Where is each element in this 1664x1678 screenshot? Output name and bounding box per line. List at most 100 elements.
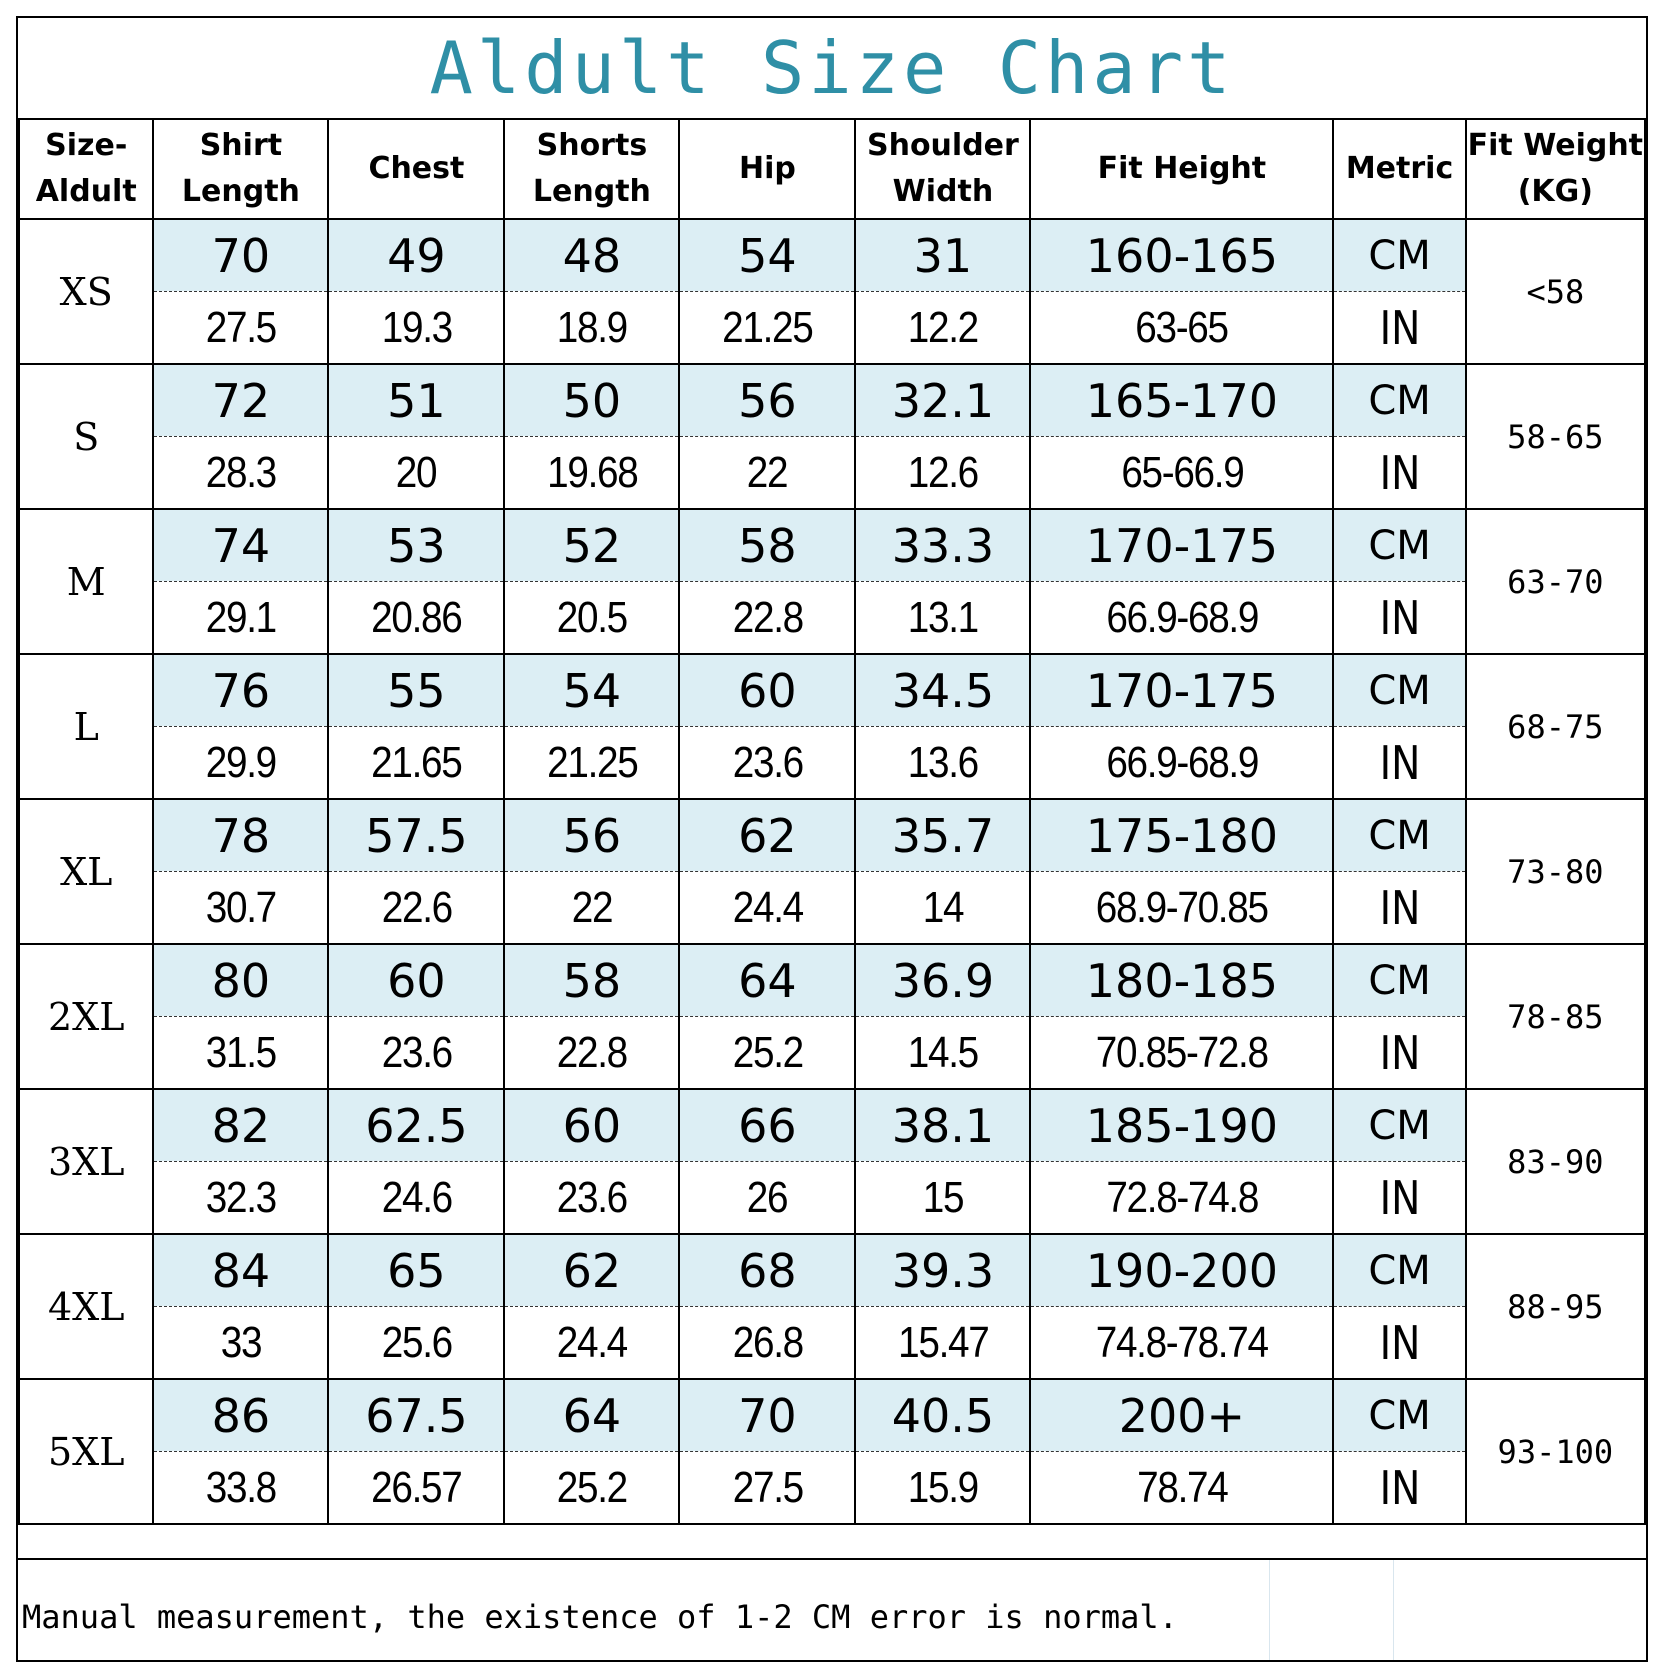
table-row-cm: 4XL 84 65 62 68 39.3 190-200 CM 88-95 — [17, 1233, 1647, 1380]
cell-cm-shorts-length: 60 — [503, 1088, 681, 1162]
size-label: L — [17, 653, 155, 800]
cell-in-fit-height: 66.9-68.9 — [1029, 726, 1335, 800]
table-row-in: 29.1 20.86 20.5 22.8 13.1 66.9-68.9 IN — [19, 581, 1645, 655]
cell-in-chest: 20 — [327, 436, 506, 510]
cell-cm-shorts-length: 62 — [503, 1233, 681, 1307]
cell-cm-shoulder-width: 33.3 — [854, 508, 1032, 582]
cell-in-shirt-length: 30.7 — [152, 871, 330, 945]
size-table: Size- Aldult Shirt Length Chest Shorts Leng… — [17, 118, 1647, 1525]
header-shoulder-width: Shoulder Width — [854, 118, 1032, 220]
cell-in-fit-height: 66.9-68.9 — [1029, 581, 1335, 655]
cell-cm-shoulder-width: 38.1 — [854, 1088, 1032, 1162]
cell-in-metric: IN — [1332, 1161, 1467, 1235]
fit-weight-value: 88-95 — [1464, 1233, 1647, 1380]
size-rows: XS 70 49 48 54 31 160-165 CM <58 27.5 19.3 18.9 21.2… — [17, 218, 1647, 1525]
cell-in-metric: IN — [1332, 436, 1467, 510]
cell-cm-shoulder-width: 39.3 — [854, 1233, 1032, 1307]
cell-cm-shoulder-width: 34.5 — [854, 653, 1032, 727]
cell-in-shorts-length: 20.5 — [503, 581, 681, 655]
cell-cm-metric: CM — [1332, 363, 1467, 437]
cell-cm-shirt-length: 76 — [152, 653, 330, 727]
cell-in-shirt-length: 29.1 — [152, 581, 330, 655]
cell-in-metric: IN — [1332, 581, 1467, 655]
cell-cm-shorts-length: 50 — [503, 363, 681, 437]
cell-cm-chest: 55 — [327, 653, 506, 727]
size-label: XL — [17, 798, 155, 945]
fit-weight-value: 78-85 — [1464, 943, 1647, 1090]
fit-weight-value: <58 — [1464, 218, 1647, 365]
table-row-in: 29.9 21.65 21.25 23.6 13.6 66.9-68.9 IN — [19, 726, 1645, 800]
cell-cm-shoulder-width: 32.1 — [854, 363, 1032, 437]
cell-cm-metric: CM — [1332, 218, 1467, 292]
cell-in-hip: 22.8 — [678, 581, 857, 655]
cell-cm-metric: CM — [1332, 1233, 1467, 1307]
cell-in-metric: IN — [1332, 871, 1467, 945]
header-row: Size- Aldult Shirt Length Chest Shorts Leng… — [17, 118, 1647, 220]
cell-cm-chest: 65 — [327, 1233, 506, 1307]
cell-cm-chest: 62.5 — [327, 1088, 506, 1162]
cell-cm-hip: 68 — [678, 1233, 857, 1307]
chart-title: Aldult Size Chart — [429, 26, 1235, 110]
table-row-in: 27.5 19.3 18.9 21.25 12.2 63-65 IN — [19, 291, 1645, 365]
cell-in-chest: 25.6 — [327, 1306, 506, 1380]
table-row-in: 31.5 23.6 22.8 25.2 14.5 70.85-72.8 IN — [19, 1016, 1645, 1090]
cell-in-chest: 21.65 — [327, 726, 506, 800]
header-fit-height: Fit Height — [1029, 118, 1335, 220]
cell-cm-shoulder-width: 36.9 — [854, 943, 1032, 1017]
cell-in-shirt-length: 28.3 — [152, 436, 330, 510]
cell-in-chest: 20.86 — [327, 581, 506, 655]
table-row-in: 33.8 26.57 25.2 27.5 15.9 78.74 IN — [19, 1451, 1645, 1525]
cell-in-fit-height: 74.8-78.74 — [1029, 1306, 1335, 1380]
cell-in-shoulder-width: 14.5 — [854, 1016, 1032, 1090]
cell-in-shoulder-width: 15.47 — [854, 1306, 1032, 1380]
cell-cm-metric: CM — [1332, 943, 1467, 1017]
cell-cm-shorts-length: 58 — [503, 943, 681, 1017]
cell-in-shorts-length: 22.8 — [503, 1016, 681, 1090]
cell-in-shoulder-width: 14 — [854, 871, 1032, 945]
cell-cm-chest: 49 — [327, 218, 506, 292]
cell-in-hip: 23.6 — [678, 726, 857, 800]
cell-cm-shorts-length: 56 — [503, 798, 681, 872]
table-row-cm: XL 78 57.5 56 62 35.7 175-180 CM 73-80 — [17, 798, 1647, 945]
header-hip: Hip — [678, 118, 857, 220]
cell-cm-hip: 54 — [678, 218, 857, 292]
size-label: XS — [17, 218, 155, 365]
cell-cm-fit-height: 170-175 — [1029, 653, 1335, 727]
size-label: S — [17, 363, 155, 510]
faint-divider — [1393, 1560, 1394, 1660]
cell-in-hip: 26 — [678, 1161, 857, 1235]
cell-in-shorts-length: 19.68 — [503, 436, 681, 510]
header-metric: Metric — [1332, 118, 1467, 220]
size-label: M — [17, 508, 155, 655]
cell-in-hip: 27.5 — [678, 1451, 857, 1525]
cell-in-metric: IN — [1332, 1016, 1467, 1090]
cell-cm-shoulder-width: 35.7 — [854, 798, 1032, 872]
cell-in-shirt-length: 33.8 — [152, 1451, 330, 1525]
cell-in-shirt-length: 27.5 — [152, 291, 330, 365]
table-row-in: 33 25.6 24.4 26.8 15.47 74.8-78.74 IN — [19, 1306, 1645, 1380]
cell-in-shoulder-width: 15 — [854, 1161, 1032, 1235]
cell-in-metric: IN — [1332, 1306, 1467, 1380]
cell-in-shoulder-width: 12.2 — [854, 291, 1032, 365]
table-row-in: 32.3 24.6 23.6 26 15 72.8-74.8 IN — [19, 1161, 1645, 1235]
cell-cm-hip: 58 — [678, 508, 857, 582]
cell-cm-metric: CM — [1332, 508, 1467, 582]
cell-cm-shoulder-width: 40.5 — [854, 1378, 1032, 1452]
cell-in-chest: 26.57 — [327, 1451, 506, 1525]
cell-cm-shirt-length: 74 — [152, 508, 330, 582]
cell-in-metric: IN — [1332, 1451, 1467, 1525]
fit-weight-value: 63-70 — [1464, 508, 1647, 655]
table-row-in: 30.7 22.6 22 24.4 14 68.9-70.85 IN — [19, 871, 1645, 945]
cell-in-chest: 23.6 — [327, 1016, 506, 1090]
table-row-cm: 5XL 86 67.5 64 70 40.5 200+ CM 93-100 — [17, 1378, 1647, 1525]
cell-in-shoulder-width: 12.6 — [854, 436, 1032, 510]
size-label: 3XL — [17, 1088, 155, 1235]
table-row-cm: M 74 53 52 58 33.3 170-175 CM 63-70 — [17, 508, 1647, 655]
cell-cm-hip: 62 — [678, 798, 857, 872]
fit-weight-value: 83-90 — [1464, 1088, 1647, 1235]
cell-cm-shirt-length: 86 — [152, 1378, 330, 1452]
cell-in-shorts-length: 22 — [503, 871, 681, 945]
table-row-in: 28.3 20 19.68 22 12.6 65-66.9 IN — [19, 436, 1645, 510]
cell-cm-hip: 60 — [678, 653, 857, 727]
cell-in-fit-height: 63-65 — [1029, 291, 1335, 365]
